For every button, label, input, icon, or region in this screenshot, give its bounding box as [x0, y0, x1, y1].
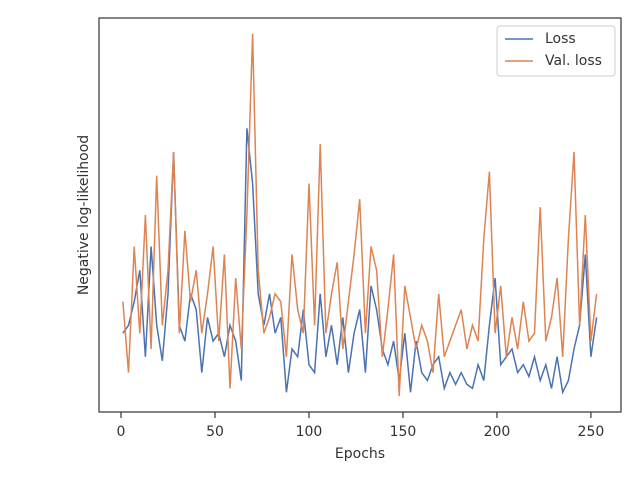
x-tick-label: 200 [484, 424, 511, 440]
y-axis-label: Negative log-likelihood [76, 135, 92, 295]
legend-label: Val. loss [545, 53, 602, 69]
x-tick-label: 250 [578, 424, 605, 440]
line-series [122, 128, 598, 395]
x-axis-label: Epochs [335, 446, 385, 462]
x-tick-label: 50 [206, 424, 224, 440]
legend-label: Loss [545, 31, 576, 47]
x-tick-label: 100 [296, 424, 323, 440]
plot-frame [98, 17, 622, 413]
x-tick-label: 150 [390, 424, 417, 440]
x-tick-label: 0 [117, 424, 126, 440]
line-series [122, 33, 598, 397]
